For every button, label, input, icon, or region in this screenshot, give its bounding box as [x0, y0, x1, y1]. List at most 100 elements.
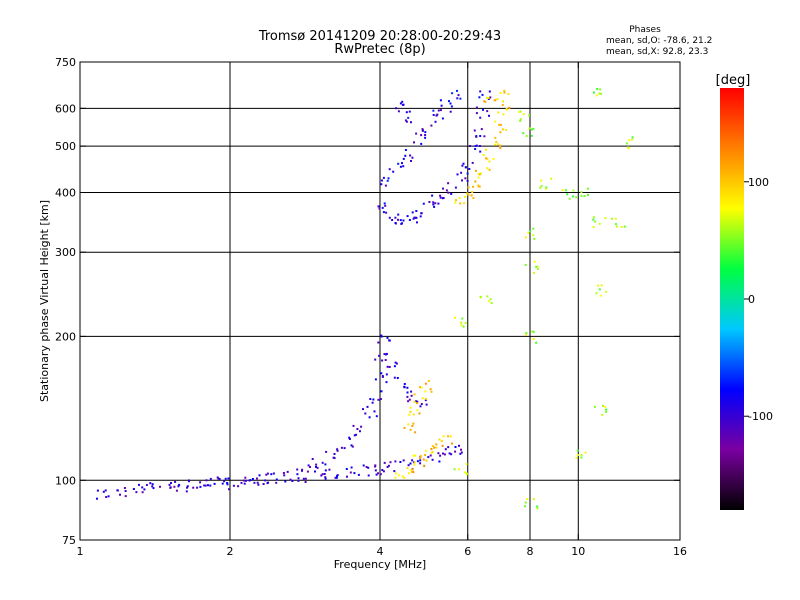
data-point — [494, 120, 497, 123]
data-point — [187, 479, 190, 482]
data-point — [402, 103, 405, 106]
data-point — [472, 197, 475, 200]
data-point — [406, 395, 409, 398]
data-point — [270, 473, 273, 476]
data-point — [428, 201, 431, 203]
data-point — [302, 477, 305, 480]
data-point — [395, 107, 398, 110]
x-axis-label: Frequency [MHz] — [334, 558, 426, 571]
data-point — [465, 473, 468, 476]
data-point — [96, 489, 99, 492]
data-point — [483, 135, 486, 138]
data-point — [409, 410, 412, 413]
data-point — [412, 217, 415, 220]
data-point — [599, 294, 602, 297]
data-point — [475, 106, 478, 109]
data-point — [474, 148, 477, 150]
data-point — [422, 202, 425, 205]
data-point — [380, 372, 383, 375]
data-point — [454, 186, 457, 189]
data-point — [497, 111, 500, 114]
data-point — [378, 207, 381, 210]
data-point — [394, 216, 397, 219]
data-point — [519, 118, 522, 121]
data-point — [321, 473, 324, 476]
data-point — [505, 108, 508, 111]
data-point — [291, 480, 294, 482]
data-point — [392, 170, 395, 173]
data-point — [425, 397, 427, 400]
data-point — [399, 219, 402, 222]
data-point — [486, 157, 489, 160]
data-point — [324, 463, 327, 466]
data-point — [383, 202, 386, 205]
data-point — [447, 182, 450, 185]
data-point — [460, 324, 463, 327]
data-point — [499, 131, 502, 134]
data-point — [576, 449, 579, 452]
data-point — [468, 168, 471, 170]
data-point — [362, 464, 365, 467]
data-point — [451, 442, 453, 445]
data-point — [314, 470, 316, 473]
data-point — [434, 120, 437, 123]
data-point — [174, 480, 177, 483]
data-point — [532, 338, 535, 341]
data-point — [217, 477, 220, 480]
data-point — [243, 479, 246, 482]
data-point — [454, 316, 457, 319]
data-point — [444, 448, 447, 451]
data-point — [502, 100, 504, 103]
data-point — [533, 237, 536, 240]
data-point — [627, 147, 630, 150]
data-point — [479, 90, 482, 93]
data-point — [379, 473, 382, 476]
data-point — [388, 366, 391, 368]
data-point — [402, 459, 405, 462]
data-point — [433, 446, 436, 449]
phase-stats-title: Phases — [629, 25, 661, 35]
data-point — [519, 120, 522, 122]
y-tick-label: 400 — [55, 186, 76, 199]
data-point — [374, 465, 377, 468]
data-point — [445, 189, 448, 192]
data-point — [304, 477, 307, 480]
data-point — [461, 317, 464, 320]
data-point — [209, 484, 212, 487]
data-point — [408, 398, 411, 401]
data-point — [460, 321, 462, 324]
data-point — [475, 169, 477, 172]
data-point — [464, 195, 467, 198]
data-point — [488, 168, 491, 171]
data-point — [580, 191, 583, 194]
data-point — [522, 113, 525, 116]
data-point — [407, 423, 410, 426]
data-point — [400, 222, 403, 225]
data-point — [366, 405, 369, 408]
data-point — [580, 454, 583, 456]
axis-ticks: 1 2 4 6 8 10 16 75 100 200 300 400 500 600 750 — [55, 56, 687, 558]
data-point — [320, 474, 323, 477]
data-point — [375, 473, 378, 476]
data-point — [385, 373, 388, 376]
data-point — [420, 134, 423, 137]
data-point — [415, 210, 418, 212]
data-point — [286, 470, 289, 473]
colorbar-ticks: 100 0 -100 — [744, 176, 773, 423]
data-point — [431, 451, 434, 453]
data-point — [466, 179, 469, 182]
data-point — [406, 391, 409, 394]
data-point — [186, 485, 189, 488]
data-point — [450, 192, 453, 195]
data-point — [479, 135, 482, 137]
data-point — [315, 463, 318, 466]
data-point — [237, 485, 240, 488]
x-tick-label: 16 — [673, 545, 687, 558]
data-point — [333, 457, 336, 460]
data-point — [545, 186, 548, 189]
data-point — [544, 187, 547, 190]
data-point — [377, 205, 380, 208]
data-point — [420, 403, 423, 405]
data-point — [384, 204, 387, 207]
data-point — [414, 454, 417, 457]
